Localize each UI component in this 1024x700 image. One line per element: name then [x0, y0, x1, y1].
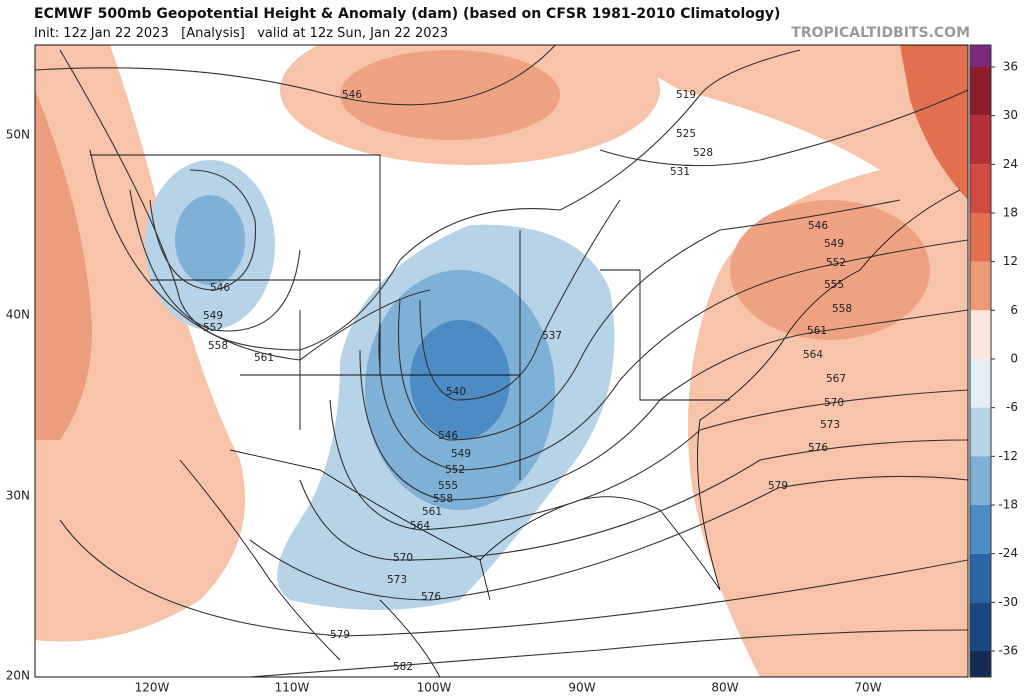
- contour-label: 579: [330, 629, 350, 641]
- contour-labels: 546 519 525 528 531 546 549 552 558 561 …: [203, 89, 852, 673]
- contour-label: 546: [808, 220, 828, 232]
- contour-label: 558: [832, 303, 852, 315]
- contour-label: 531: [670, 166, 690, 178]
- contour-label: 546: [438, 430, 458, 442]
- colorbar-segment: [970, 505, 991, 554]
- colorbar-tick-label: 6: [1010, 303, 1018, 317]
- colorbar-tick-label: 24: [1003, 157, 1018, 171]
- contour-label: 579: [768, 480, 788, 492]
- contour-label: 558: [433, 493, 453, 505]
- contour-label: 582: [393, 661, 413, 673]
- colorbar-segment: [970, 602, 991, 651]
- subtitle: Init: 12z Jan 22 2023 [Analysis] valid a…: [34, 26, 448, 41]
- contour-label: 576: [421, 591, 441, 603]
- lat-label: 40N: [6, 308, 30, 322]
- colorbar-tick-label: 36: [1003, 60, 1018, 74]
- colorbar-tick-label: 18: [1003, 206, 1018, 220]
- colorbar-tick-label: 0: [1010, 352, 1018, 366]
- title: ECMWF 500mb Geopotential Height & Anomal…: [34, 6, 780, 22]
- map-area: [35, 45, 968, 677]
- lat-label: 50N: [6, 128, 30, 142]
- contour-label: 519: [676, 89, 696, 101]
- height-contours: [35, 45, 968, 677]
- contour-label: 552: [203, 322, 223, 334]
- contour-label: 549: [451, 448, 471, 460]
- colorbar-tick-label: -24: [998, 546, 1018, 560]
- contour-label: 570: [824, 397, 844, 409]
- contour-label: 537: [542, 330, 562, 342]
- colorbar-tick-label: -6: [1006, 400, 1018, 414]
- contour-label: 546: [210, 282, 230, 294]
- contour-label: 573: [820, 419, 840, 431]
- colorbar-tick-label: -36: [998, 644, 1018, 658]
- contour-label: 567: [826, 373, 846, 385]
- colorbar-segment: [970, 45, 991, 67]
- colorbar-tick-label: -12: [998, 449, 1018, 463]
- lon-label: 70W: [854, 681, 881, 695]
- lon-label: 90W: [568, 681, 595, 695]
- contour-label: 555: [438, 480, 458, 492]
- colorbar-segment: [970, 67, 991, 116]
- contour-label: 564: [410, 520, 430, 532]
- lat-label: 20N: [6, 669, 30, 683]
- colorbar-segment: [970, 115, 991, 165]
- contour-label: 552: [445, 464, 465, 476]
- contour-label: 558: [208, 340, 228, 352]
- colorbar-segment: [970, 359, 991, 408]
- colorbar-segment: [970, 407, 991, 457]
- contour-label: 561: [254, 352, 274, 364]
- colorbar-tick-label: -30: [998, 595, 1018, 609]
- lon-label: 110W: [275, 681, 310, 695]
- contour-label: 555: [824, 279, 844, 291]
- anomaly-shading: [35, 45, 968, 677]
- contour-label: 573: [387, 574, 407, 586]
- colorbar-segment: [970, 651, 991, 677]
- colorbar-segment: [970, 553, 991, 603]
- contour-label: 576: [808, 442, 828, 454]
- latitude-labels: 50N 40N 30N 20N: [6, 128, 30, 683]
- lon-label: 100W: [417, 681, 452, 695]
- lat-label: 30N: [6, 489, 30, 503]
- lon-label: 80W: [711, 681, 738, 695]
- colorbar-frame: [969, 44, 992, 678]
- colorbar-segment: [970, 310, 991, 359]
- colorbar-tick-label: 30: [1003, 108, 1018, 122]
- map-frame: [34, 44, 969, 678]
- watermark: TROPICALTIDBITS.COM: [791, 25, 970, 41]
- colorbar-segment: [970, 213, 991, 262]
- colorbar-segment: [970, 261, 991, 311]
- contour-label: 546: [342, 89, 362, 101]
- lon-label: 120W: [135, 681, 170, 695]
- contour-label: 564: [803, 349, 823, 361]
- contour-label: 570: [393, 552, 413, 564]
- contour-label: 561: [422, 506, 442, 518]
- colorbar-tick-label: 12: [1003, 254, 1018, 268]
- contour-label: 552: [826, 257, 846, 269]
- colorbar-segment: [970, 164, 991, 213]
- longitude-labels: 120W 110W 100W 90W 80W 70W: [135, 681, 882, 695]
- contour-label: 525: [676, 128, 696, 140]
- contour-label: 549: [824, 238, 844, 250]
- colorbar: 36 30 24 18 12 6 0 -6 -12 -18 -24 -30 -36: [969, 44, 1018, 678]
- colorbar-segment: [970, 456, 991, 505]
- contour-label: 561: [807, 325, 827, 337]
- contour-label: 528: [693, 147, 713, 159]
- colorbar-tick-label: -18: [998, 498, 1018, 512]
- contour-label: 540: [446, 386, 466, 398]
- contour-label: 549: [203, 310, 223, 322]
- geographic-borders: [90, 154, 961, 677]
